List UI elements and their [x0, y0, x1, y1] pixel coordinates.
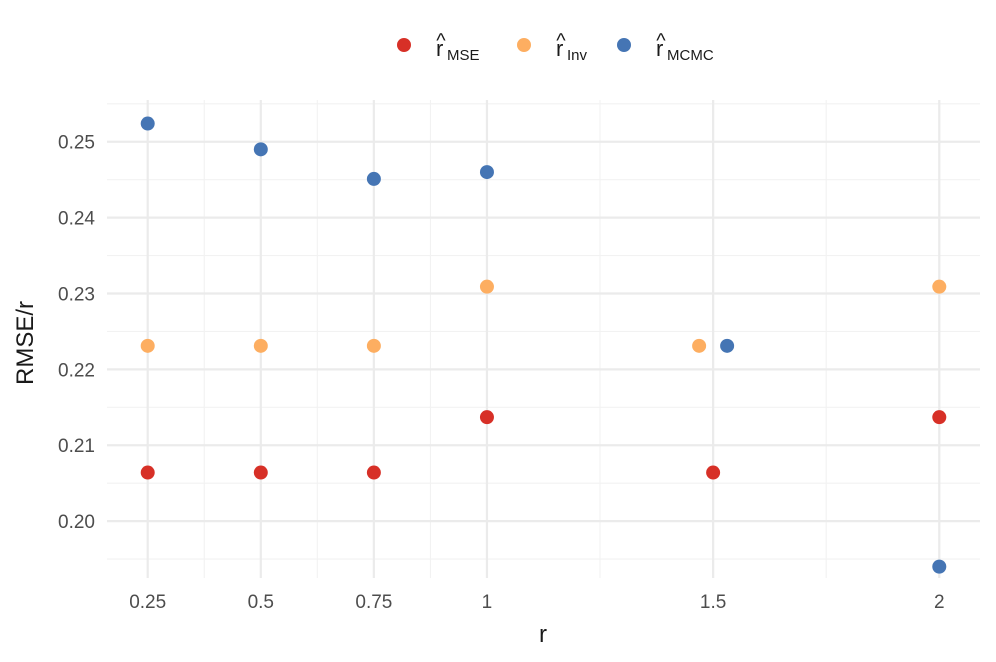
data-point-mse — [140, 465, 155, 480]
data-point-mse — [253, 465, 268, 480]
y-axis-title: RMSE/r — [12, 301, 39, 385]
data-point-mse — [366, 465, 381, 480]
y-tick-label: 0.21 — [58, 436, 95, 457]
y-axis-ticks: 0.20 0.21 0.22 0.23 0.24 0.25 — [58, 133, 95, 533]
data-points — [140, 116, 947, 574]
legend-label-sub: Inv — [567, 47, 588, 64]
legend-label-base: r — [436, 36, 443, 61]
legend-label-sub: MCMC — [667, 47, 714, 64]
data-point-mcmc — [720, 338, 735, 353]
data-point-mse — [706, 465, 721, 480]
y-tick-label: 0.23 — [58, 284, 95, 305]
x-tick-label: 1 — [482, 592, 493, 613]
legend-marker — [397, 38, 411, 52]
data-point-inv — [692, 338, 707, 353]
data-point-inv — [140, 338, 155, 353]
legend-hat-icon: ^ — [656, 30, 666, 52]
y-tick-label: 0.20 — [58, 512, 95, 533]
data-point-inv — [253, 338, 268, 353]
x-tick-label: 0.5 — [248, 592, 274, 613]
data-point-mse — [932, 410, 947, 425]
data-point-mse — [479, 410, 494, 425]
x-tick-label: 1.5 — [700, 592, 726, 613]
x-tick-label: 0.25 — [129, 592, 166, 613]
data-point-mcmc — [366, 171, 381, 186]
legend-item-mse: ^r MSE — [397, 30, 480, 64]
legend-item-inv: ^r Inv — [517, 30, 588, 64]
data-point-mcmc — [479, 165, 494, 180]
x-tick-label: 2 — [934, 592, 945, 613]
data-point-mcmc — [932, 559, 947, 574]
data-point-inv — [366, 338, 381, 353]
y-tick-label: 0.25 — [58, 133, 95, 154]
legend-hat-icon: ^ — [556, 30, 566, 52]
legend: ^r MSE^r Inv^r MCMC — [397, 30, 714, 64]
y-tick-label: 0.22 — [58, 360, 95, 381]
legend-label-sub: MSE — [447, 47, 480, 64]
data-point-inv — [932, 279, 947, 294]
data-point-mcmc — [253, 142, 268, 157]
x-tick-label: 0.75 — [355, 592, 392, 613]
legend-item-mcmc: ^r MCMC — [617, 30, 714, 64]
legend-label-base: r — [656, 36, 663, 61]
legend-marker — [617, 38, 631, 52]
x-axis-ticks: 0.25 0.5 0.75 1 1.5 2 — [129, 592, 944, 613]
legend-marker — [517, 38, 531, 52]
y-tick-label: 0.24 — [58, 209, 95, 230]
x-axis-title: r — [539, 621, 547, 648]
legend-hat-icon: ^ — [436, 30, 446, 52]
legend-label-base: r — [556, 36, 563, 61]
data-point-inv — [479, 279, 494, 294]
grid — [107, 100, 980, 578]
data-point-mcmc — [140, 116, 155, 131]
